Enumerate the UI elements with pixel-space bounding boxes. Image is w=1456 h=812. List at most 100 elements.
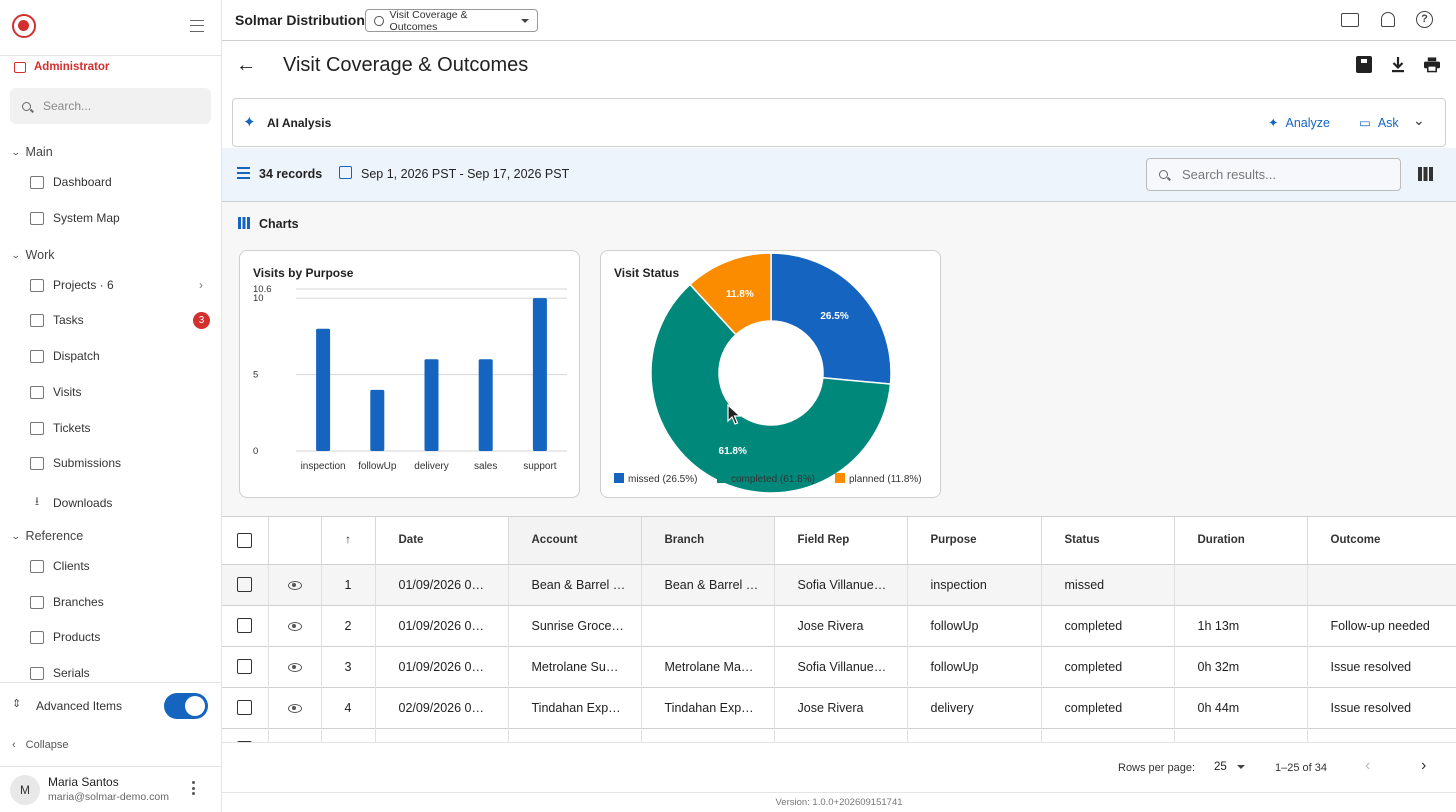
ai-analysis-title: AI Analysis <box>267 116 332 130</box>
column-header-field-rep[interactable]: Field Rep <box>774 517 908 564</box>
chevron-right-icon[interactable]: › <box>199 278 203 292</box>
bar <box>424 359 439 451</box>
report-selector[interactable]: Visit Coverage & Outcomes <box>365 9 538 33</box>
eye-icon[interactable] <box>287 580 302 590</box>
cell-outcome <box>1307 563 1456 605</box>
column-header-account[interactable]: Account <box>508 517 642 564</box>
row-number: 2 <box>321 604 376 646</box>
sidebar-item-downloads[interactable]: ⭳ Downloads <box>30 492 112 513</box>
sidebar-item-tickets[interactable]: Tickets <box>30 421 91 435</box>
rows-per-page-select[interactable]: 25 <box>1214 761 1245 773</box>
app-logo[interactable] <box>12 14 36 38</box>
sidebar-item-dispatch[interactable]: Dispatch <box>30 349 100 363</box>
row-checkbox[interactable] <box>237 577 253 593</box>
column-header-status[interactable]: Status <box>1041 517 1175 564</box>
record-count: 34 records <box>259 167 323 181</box>
column-header-date[interactable]: Date <box>375 517 509 564</box>
eye-icon[interactable] <box>287 703 302 713</box>
sidebar-item-dashboard[interactable]: Dashboard <box>30 175 112 189</box>
columns-icon[interactable] <box>1418 167 1433 181</box>
previous-page-button[interactable]: ‹ <box>1365 757 1371 774</box>
table-row[interactable]: 4 02/09/2026 0… Tindahan Exp… Tindahan E… <box>222 686 1456 728</box>
advanced-items-toggle[interactable] <box>164 693 208 719</box>
cell-status: completed <box>1041 604 1175 646</box>
next-page-button[interactable]: › <box>1421 757 1427 774</box>
menu-icon[interactable] <box>190 20 204 32</box>
mail-icon[interactable] <box>1341 13 1359 27</box>
page-title: Visit Coverage & Outcomes <box>283 54 529 76</box>
table-row[interactable]: 2 01/09/2026 0… Sunrise Groce… Jose Rive… <box>222 604 1456 646</box>
pagination: Rows per page: 25 1–25 of 34 ‹ › <box>222 742 1456 792</box>
sidebar-item-clients[interactable]: Clients <box>30 559 90 573</box>
calendar-icon[interactable] <box>339 166 352 179</box>
eye-icon[interactable] <box>287 662 302 672</box>
more-vert-icon[interactable] <box>192 781 196 797</box>
row-checkbox[interactable] <box>237 659 253 675</box>
pie-slice <box>650 283 892 494</box>
sidebar-item-system-map[interactable]: System Map <box>30 211 120 225</box>
sidebar-item-label: System Map <box>53 211 120 225</box>
select-all-checkbox[interactable] <box>237 532 253 548</box>
row-number: 3 <box>321 645 376 687</box>
column-header-purpose[interactable]: Purpose <box>907 517 1042 564</box>
cell-outcome: Issue resolved <box>1307 686 1456 728</box>
section-reference[interactable]: ⌄ Reference <box>11 529 83 543</box>
row-checkbox[interactable] <box>237 618 253 634</box>
arrow-up-icon: ↑ <box>345 534 351 547</box>
list-icon <box>237 167 250 179</box>
sidebar-item-products[interactable]: Products <box>30 630 100 644</box>
user-menu[interactable]: M Maria Santos maria@solmar-demo.com <box>0 766 222 812</box>
top-bar: Solmar Distribution Visit Coverage & Out… <box>222 0 1456 41</box>
x-tick-label: followUp <box>358 461 397 472</box>
cell-empty <box>321 727 376 742</box>
download-icon[interactable] <box>1390 56 1406 73</box>
save-icon[interactable] <box>1356 56 1372 73</box>
divider <box>0 55 222 56</box>
table-row[interactable]: 3 01/09/2026 0… Metrolane Su… Metrolane … <box>222 645 1456 687</box>
results-search-placeholder: Search results... <box>1182 167 1276 182</box>
row-select-cell <box>222 645 269 687</box>
barcode-icon <box>30 666 44 680</box>
bell-icon[interactable] <box>1381 12 1395 27</box>
sidebar-item-visits[interactable]: Visits <box>30 385 81 399</box>
store-icon <box>30 595 44 609</box>
table-row[interactable]: 1 01/09/2026 0… Bean & Barrel … Bean & B… <box>222 563 1456 605</box>
collapse-button[interactable]: ‹ Collapse <box>12 739 68 751</box>
caret-down-icon <box>521 18 529 23</box>
cell-branch <box>641 604 775 646</box>
column-header-duration[interactable]: Duration <box>1174 517 1308 564</box>
bar <box>532 298 547 451</box>
sidebar-search-input[interactable]: Search... <box>10 88 211 124</box>
expand-chevron-icon[interactable]: ⌄ <box>1413 112 1425 128</box>
eye-icon[interactable] <box>287 621 302 631</box>
sidebar-item-projects[interactable]: Projects · 6 <box>30 278 114 292</box>
date-range[interactable]: Sep 1, 2026 PST - Sep 17, 2026 PST <box>361 167 570 181</box>
charts-title: Charts <box>259 217 299 231</box>
row-select-cell <box>222 727 269 742</box>
sidebar-item-branches[interactable]: Branches <box>30 595 104 609</box>
briefcase-icon <box>14 61 26 73</box>
section-work[interactable]: ⌄ Work <box>11 248 55 262</box>
sidebar-item-label: Clients <box>53 559 90 573</box>
section-label: Main <box>25 145 53 159</box>
legend-label: completed (61.8%) <box>731 474 815 485</box>
print-icon[interactable] <box>1424 56 1440 73</box>
column-header-outcome[interactable]: Outcome <box>1307 517 1456 564</box>
search-icon <box>22 101 31 111</box>
table-row[interactable] <box>222 727 1456 742</box>
sidebar-item-serials[interactable]: Serials <box>30 666 90 680</box>
back-arrow-icon[interactable]: ← <box>236 54 256 76</box>
section-main[interactable]: ⌄ Main <box>11 145 53 159</box>
ask-button[interactable]: ▭ Ask <box>1359 115 1399 131</box>
help-icon[interactable]: ? <box>1416 11 1433 28</box>
sort-header[interactable]: ↑ <box>321 517 376 564</box>
role-indicator: Administrator <box>14 61 109 73</box>
row-checkbox[interactable] <box>237 741 253 742</box>
row-checkbox[interactable] <box>237 700 253 716</box>
bar <box>478 359 493 451</box>
results-search-input[interactable]: Search results... <box>1146 158 1401 191</box>
analyze-button[interactable]: ✦ Analyze <box>1268 115 1330 131</box>
sidebar-item-tasks[interactable]: Tasks <box>30 313 84 327</box>
sidebar-item-submissions[interactable]: Submissions <box>30 456 121 470</box>
column-header-branch[interactable]: Branch <box>641 517 775 564</box>
